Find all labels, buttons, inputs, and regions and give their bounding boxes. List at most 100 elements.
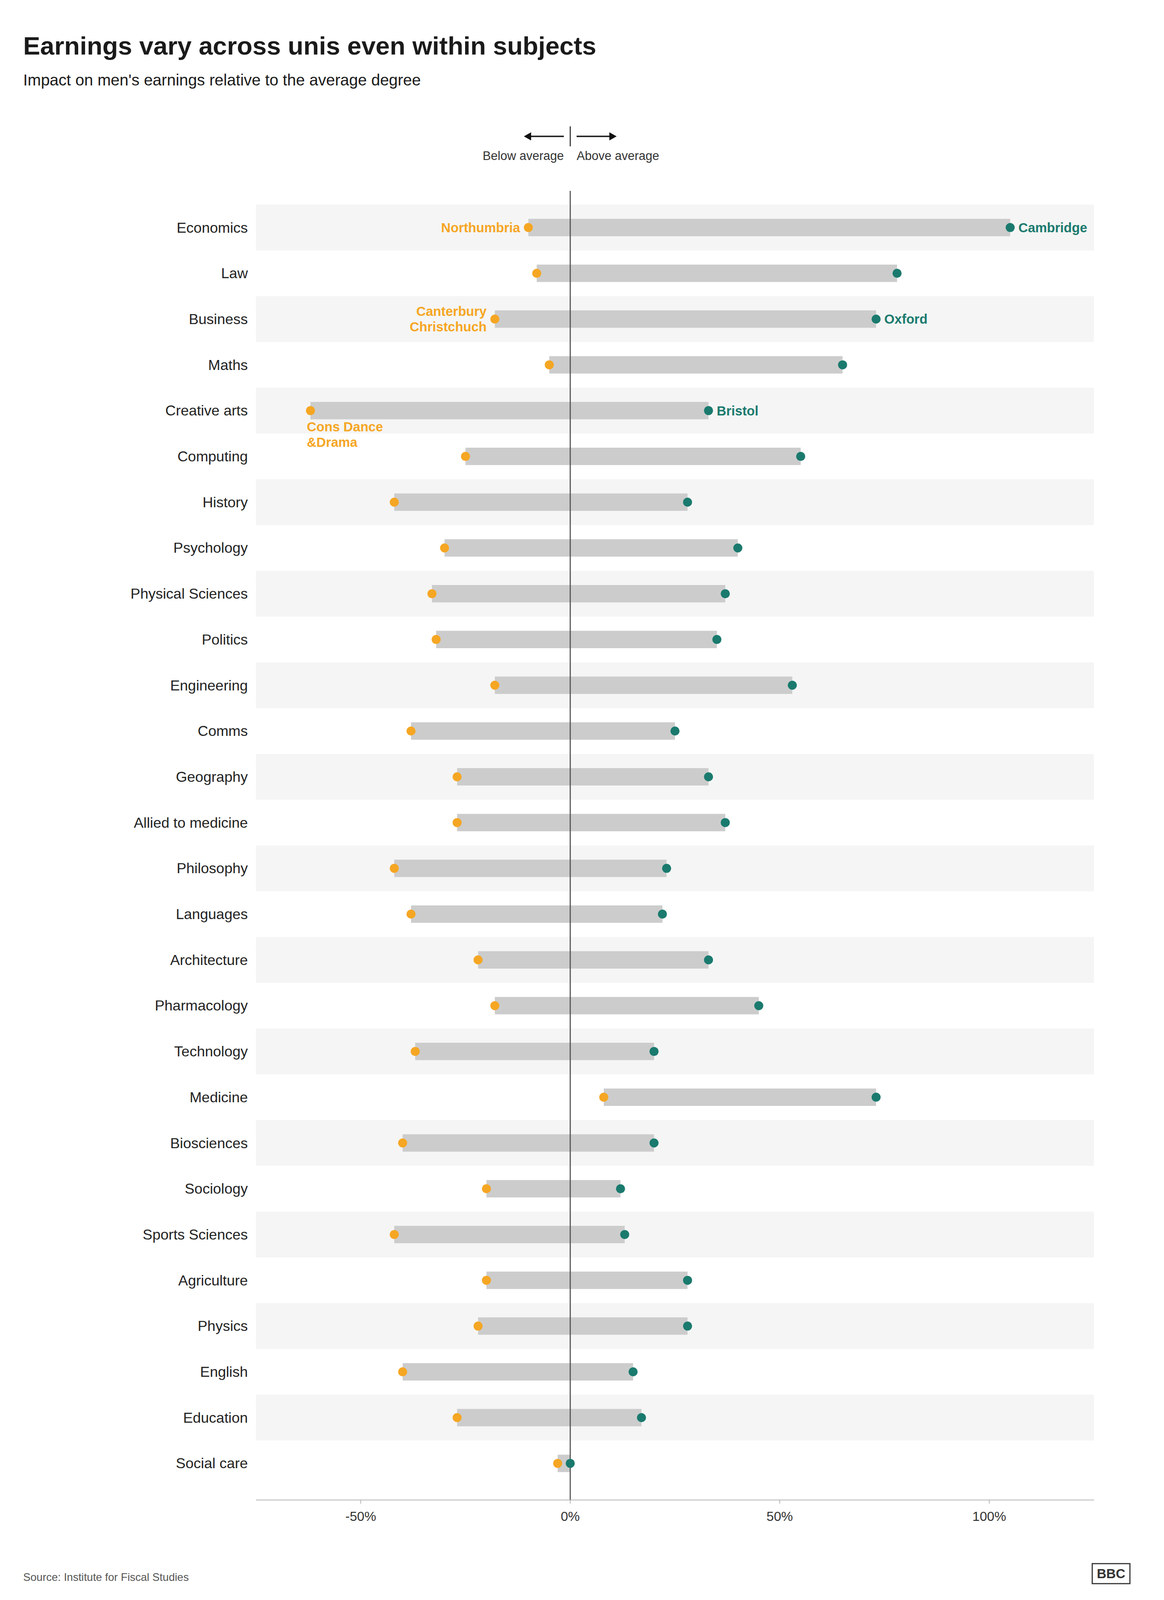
category-labels: EconomicsLawBusinessMathsCreative artsCo… (130, 219, 249, 1473)
high-dot (1005, 223, 1015, 233)
range-bar (415, 1043, 654, 1061)
high-dot (637, 1413, 647, 1423)
row-band (255, 662, 1094, 709)
row-band (255, 387, 1094, 434)
low-dot (440, 543, 450, 553)
high-dot (565, 1459, 575, 1469)
arrow-head-right (609, 132, 617, 141)
category-label: Psychology (173, 539, 248, 557)
low-dot (531, 268, 542, 278)
range-bar (456, 814, 726, 832)
annotation-line: Northumbria (441, 220, 521, 236)
high-dot (754, 1001, 764, 1011)
category-label: Politics (201, 631, 248, 648)
annotation-line: Bristol (716, 403, 759, 419)
range-bar (310, 401, 709, 420)
category-label: English (200, 1364, 248, 1381)
category-label: Creative arts (165, 402, 248, 419)
range-bar (465, 447, 801, 466)
annotation-line: Cambridge (1018, 220, 1088, 236)
low-dot (427, 589, 437, 599)
high-dot (871, 314, 881, 324)
row-band (255, 754, 1094, 801)
header-annotation: Above average (576, 149, 660, 163)
range-bar (436, 631, 717, 649)
range-bar (456, 768, 709, 786)
tick-label: 100% (972, 1509, 1007, 1525)
row-band (255, 937, 1094, 984)
low-dot (406, 726, 416, 736)
high-dot (703, 955, 713, 965)
row-band (255, 571, 1094, 618)
low-dot (481, 1184, 492, 1194)
category-label: Business (188, 311, 248, 328)
row-backgrounds (255, 204, 1094, 1441)
low-dot (389, 497, 399, 507)
row-band (255, 1120, 1094, 1167)
category-label: Languages (175, 906, 248, 923)
high-dot (670, 726, 680, 736)
range-bar (444, 539, 738, 557)
low-dot (490, 1001, 500, 1011)
low-dot (398, 1138, 408, 1149)
category-label: Medicine (189, 1089, 248, 1106)
category-label: Physical Sciences (130, 585, 248, 603)
annotation-line: Cons Dance (306, 419, 384, 435)
arrow-right (576, 135, 612, 138)
category-label: Education (183, 1409, 248, 1427)
annotation-line: Christchuch (409, 319, 487, 335)
high-dot (720, 818, 730, 828)
range-bar (494, 997, 759, 1015)
range-bar (549, 356, 843, 374)
high-dot (703, 406, 713, 416)
row-band (255, 296, 1094, 343)
category-label: Physics (197, 1318, 248, 1335)
point-annotation: Northumbria (441, 220, 521, 236)
high-dot (871, 1093, 881, 1103)
direction-arrows (523, 126, 617, 147)
tick-label: 0% (560, 1509, 580, 1525)
high-dot (649, 1047, 659, 1057)
annotation-line: Oxford (884, 311, 928, 327)
arrow-left (529, 135, 564, 138)
high-dot (620, 1230, 630, 1240)
point-annotation: Bristol (716, 403, 759, 419)
category-label: Engineering (170, 677, 248, 694)
plot-area (306, 190, 1015, 1501)
category-label: Agriculture (178, 1272, 248, 1290)
page: {"chart_data": { "type": "dumbbell", "or… (0, 0, 1164, 1600)
low-dot (398, 1367, 408, 1377)
high-dot (657, 909, 668, 919)
low-dot (552, 1459, 562, 1469)
high-dot (616, 1184, 626, 1194)
range-bar (394, 493, 688, 512)
low-dot (410, 1047, 420, 1057)
low-dot (452, 1413, 462, 1423)
low-dot (544, 360, 554, 370)
low-dot (431, 635, 441, 645)
category-label: Sociology (184, 1180, 248, 1198)
point-annotation: Cambridge (1018, 220, 1088, 236)
low-dot (452, 818, 462, 828)
category-label: Philosophy (176, 860, 248, 877)
title: Earnings vary across unis even within su… (23, 31, 597, 61)
category-label: Pharmacology (154, 997, 248, 1014)
range-bar (477, 951, 709, 969)
high-dot (733, 543, 743, 553)
high-dot (787, 681, 798, 691)
annotation-line: Canterbury (416, 304, 487, 319)
range-bar (402, 1363, 634, 1381)
high-dot (703, 772, 713, 782)
range-bar (603, 1088, 877, 1107)
high-dot (796, 451, 806, 462)
range-bar (486, 1180, 621, 1198)
category-label: Sports Sciences (142, 1226, 248, 1244)
range-bar (411, 905, 663, 924)
range-bar (402, 1134, 655, 1152)
low-dot (523, 223, 533, 233)
annotations: Below averageAbove averageNorthumbriaCan… (306, 149, 1088, 450)
category-label: Allied to medicine (133, 814, 248, 832)
separator (569, 126, 571, 147)
category-label: Maths (208, 356, 248, 374)
category-label: Architecture (170, 952, 248, 969)
